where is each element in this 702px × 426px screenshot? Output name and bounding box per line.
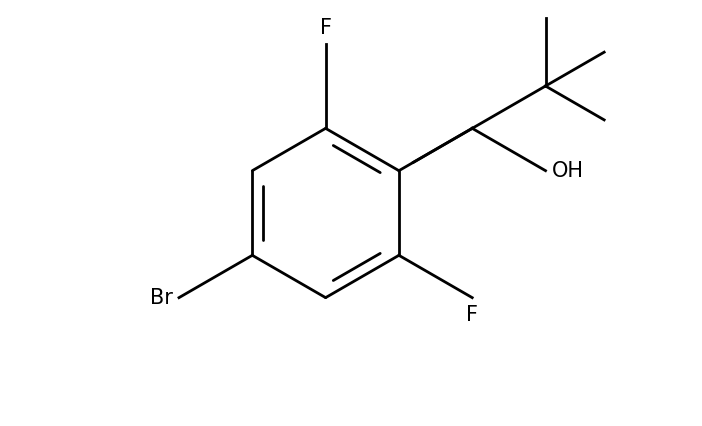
Text: Br: Br [150,288,173,308]
Text: F: F [466,305,478,325]
Text: OH: OH [552,161,583,181]
Text: F: F [319,18,331,38]
